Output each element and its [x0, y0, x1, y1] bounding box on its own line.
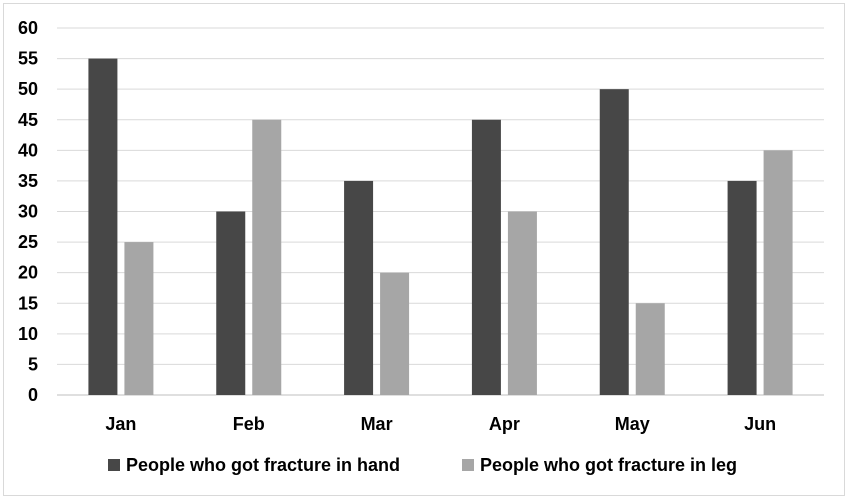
bars	[88, 58, 793, 396]
x-tick-label: Jun	[744, 414, 776, 434]
y-axis-ticks: 0 5 10 15 20 25 30 35 40 45 50 55 60	[18, 18, 38, 405]
y-tick-label: 55	[18, 49, 38, 69]
legend-label-hand: People who got fracture in hand	[126, 455, 400, 475]
y-tick-label: 0	[28, 385, 38, 405]
y-tick-label: 25	[18, 232, 38, 252]
y-tick-label: 5	[28, 354, 38, 374]
legend: People who got fracture in hand People wh…	[108, 455, 737, 475]
y-tick-label: 50	[18, 79, 38, 99]
x-tick-label: Jan	[105, 414, 136, 434]
y-tick-label: 10	[18, 324, 38, 344]
bar-hand-jun	[727, 180, 757, 395]
bar-hand-apr	[471, 119, 501, 395]
y-tick-label: 15	[18, 293, 38, 313]
bar-hand-mar	[344, 180, 374, 395]
bar-hand-feb	[216, 211, 246, 395]
x-tick-label: Mar	[361, 414, 393, 434]
y-tick-label: 40	[18, 140, 38, 160]
bar-leg-may	[635, 303, 665, 395]
gridlines	[57, 27, 824, 396]
bar-leg-jun	[763, 150, 793, 395]
y-tick-label: 20	[18, 263, 38, 283]
bar-hand-may	[599, 89, 629, 396]
bar-hand-jan	[88, 58, 118, 395]
legend-label-leg: People who got fracture in leg	[480, 455, 737, 475]
y-tick-label: 35	[18, 171, 38, 191]
y-tick-label: 30	[18, 202, 38, 222]
bar-leg-feb	[252, 119, 282, 395]
bar-leg-apr	[507, 211, 537, 395]
y-tick-label: 45	[18, 110, 38, 130]
x-tick-label: Apr	[489, 414, 520, 434]
x-tick-label: May	[615, 414, 650, 434]
y-tick-label: 60	[18, 18, 38, 38]
x-tick-label: Feb	[233, 414, 265, 434]
legend-swatch-hand	[108, 459, 120, 471]
x-axis-ticks: Jan Feb Mar Apr May Jun	[105, 414, 776, 434]
bar-leg-mar	[380, 272, 410, 395]
legend-swatch-leg	[462, 459, 474, 471]
bar-leg-jan	[124, 242, 154, 395]
